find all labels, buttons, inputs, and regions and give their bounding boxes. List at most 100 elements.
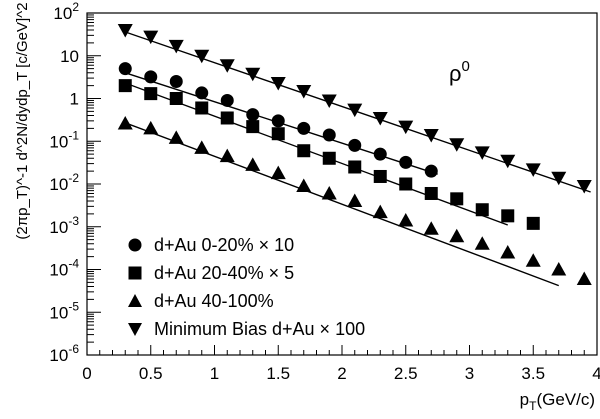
data-point [117,24,133,38]
data-point [144,70,158,84]
data-point [321,94,337,108]
x-tick-label: 3.5 [521,364,545,383]
data-point [475,203,489,217]
data-point [169,74,183,88]
data-point [399,177,413,191]
y-axis-title: (2πp_T)^-1 d^2N/dydp_T [c/GeV]^2 [14,2,31,239]
plot-area [117,24,592,287]
y-tick-label: 10 [60,47,79,66]
data-point [270,165,286,180]
fit-line [125,82,508,226]
legend-marker-circle [128,238,142,252]
data-point [117,116,133,130]
x-tick-label: 2.5 [394,364,418,383]
data-point [297,144,311,158]
data-point [348,160,362,174]
data-point [423,129,439,143]
data-point [194,49,210,64]
data-point [424,164,438,178]
legend-marker-triangle-up [128,294,142,307]
data-point [322,128,336,142]
legend-label: d+Au 0-20% × 10 [154,235,295,255]
data-point [270,77,286,91]
y-tick-label: 102 [53,0,79,23]
data-point [195,101,209,115]
data-point [423,221,439,235]
data-point [220,93,234,107]
data-point [271,127,285,141]
x-tick-label: 1.5 [266,364,290,383]
data-point [169,92,183,105]
data-point [143,120,159,135]
legend-entry: d+Au 0-20% × 10 [126,234,456,262]
data-point [474,236,490,250]
data-point [195,86,209,100]
x-tick-label: 3 [465,364,474,383]
data-point [398,213,414,227]
data-point [500,244,516,259]
data-point [297,121,311,135]
data-point [551,262,567,276]
data-point [348,138,362,152]
data-point [373,147,387,161]
y-tick-label: 10-5 [49,299,79,322]
data-point [168,130,184,144]
data-point [372,111,388,126]
data-point [551,171,567,186]
data-point [576,271,592,285]
data-point [168,39,184,54]
legend-entry: d+Au 40-100% [126,290,456,318]
data-point [373,169,387,183]
y-tick-label: 10-2 [49,171,79,194]
legend-label: Minimum Bias d+Au × 100 [154,319,366,339]
x-axis-title: pT(GeV/c) [520,390,595,413]
y-tick-label: 10-1 [49,128,79,151]
data-point [296,178,312,192]
data-point [118,62,132,76]
data-point [347,103,363,118]
data-point [449,138,465,152]
data-point [424,186,438,200]
x-tick-label: 0 [82,364,91,383]
chart-legend: d+Au 0-20% × 10 d+Au 20-40% × 5 d+Au 40-… [126,234,456,346]
x-tick-label: 0.5 [139,364,163,383]
x-tick-label: 4 [592,364,600,383]
data-point [500,154,516,169]
data-point [525,163,541,177]
data-point [219,59,235,73]
x-tick-label: 2 [337,364,346,383]
data-point [449,228,465,243]
y-tick-label: 10-6 [49,342,79,365]
data-point [220,111,234,125]
data-point [321,185,337,200]
legend-entry: Minimum Bias d+Au × 100 [126,318,456,346]
legend-label: d+Au 20-40% × 5 [154,263,295,283]
rho-annotation: ρ0 [449,58,470,86]
data-point [246,120,260,134]
data-point [322,151,336,165]
data-point [501,209,515,223]
legend-marker-triangle-down [128,323,142,336]
data-point [296,84,312,99]
data-point [245,67,261,82]
y-tick-label: 10-3 [49,214,79,237]
legend-label: d+Au 40-100% [154,291,274,311]
data-point [194,140,210,154]
data-point [219,148,235,163]
data-point [245,157,261,171]
x-tick-label: 1 [210,364,219,383]
data-point [372,204,388,219]
data-point [474,146,490,160]
legend-marker-square [128,266,142,280]
data-point [576,179,592,194]
data-point [118,79,132,93]
data-point [143,30,159,45]
data-point [271,114,285,128]
data-point [246,108,260,122]
data-point [526,216,540,230]
data-point [398,120,414,135]
data-point [144,87,158,101]
data-point [525,253,541,267]
data-point [347,193,363,208]
